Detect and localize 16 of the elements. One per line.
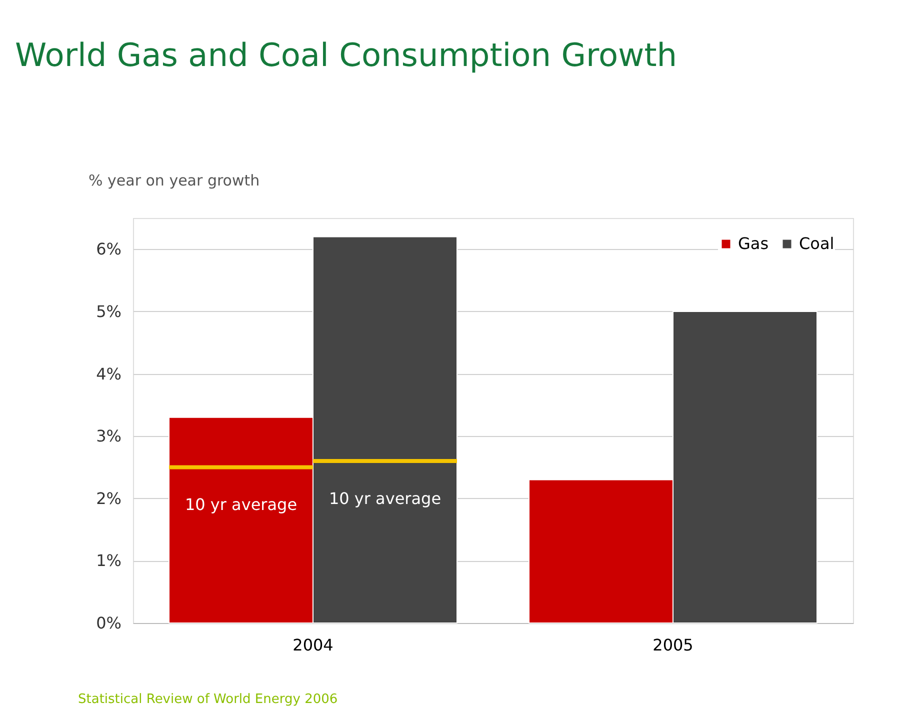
text: Statistical Review of World Energy 2006 (78, 692, 338, 707)
y-tick-label: 1% (96, 551, 122, 570)
y-tick-label: 2% (96, 488, 122, 508)
legend-label: Coal (799, 234, 834, 253)
chart-title: World Gas and Coal Consumption Growth (15, 36, 678, 74)
ref-line-label: 10 yr average (184, 495, 298, 514)
y-axis-title: % year on year growth (88, 172, 260, 190)
y-tick-label: 4% (96, 364, 122, 384)
x-tick-label: 2005 (652, 636, 694, 654)
y-tick-label: 0% (96, 614, 122, 632)
ref-line-label: 10 yr average (328, 489, 442, 508)
y-tick-label: 6% (96, 240, 122, 259)
y-tick-label: 5% (96, 302, 122, 321)
legend-label: Gas (738, 234, 769, 253)
x-tick-label: 2004 (292, 636, 334, 654)
y-tick-label: 3% (96, 426, 122, 446)
